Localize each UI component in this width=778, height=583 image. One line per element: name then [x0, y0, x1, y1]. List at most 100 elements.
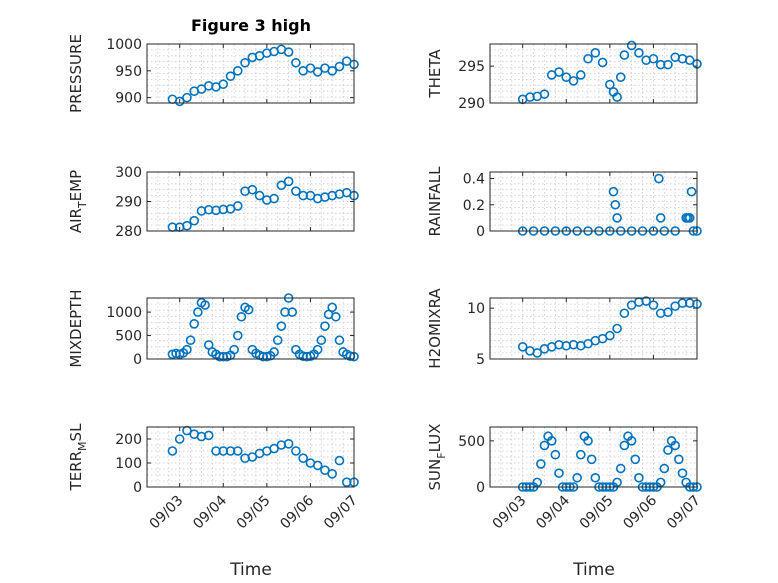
data-point [597, 57, 608, 68]
x-tick-label: 09/07 [664, 493, 704, 533]
data-point [634, 48, 644, 58]
data-point [615, 72, 626, 82]
axes-frame [146, 297, 355, 360]
data-point [232, 446, 243, 456]
data-point [550, 449, 561, 460]
data-point [185, 335, 196, 346]
data-point [182, 92, 192, 103]
data-point [240, 57, 250, 68]
x-axis-label-left: Time [229, 560, 272, 580]
subplot-8: 0 500 09/03 09/04 09/05 09/06 09/07 SUNFLUX [426, 424, 704, 533]
data-point [554, 67, 564, 77]
data-point [276, 321, 287, 331]
data-point [684, 213, 695, 223]
data-point [283, 176, 294, 187]
data-point [612, 323, 622, 334]
data-point [305, 63, 316, 73]
data-point [189, 319, 200, 329]
data-point [189, 215, 200, 226]
data-point [269, 443, 279, 454]
data-point [532, 348, 543, 358]
data-point [663, 307, 673, 318]
x-tick-label: 09/03 [490, 493, 530, 533]
data-point [327, 468, 338, 479]
x-tick-label: 09/07 [321, 493, 361, 533]
data-point [648, 300, 659, 310]
data-point [291, 186, 301, 196]
subplot-1: 900 950 1000 PRESSURE [67, 34, 359, 113]
data-point [634, 472, 644, 483]
subplot-6: 5 10 H2OMIXRA [426, 288, 702, 369]
y-tick-label: 290 [458, 96, 485, 112]
data-point [539, 440, 550, 451]
y-tick-label: 10 [467, 301, 485, 317]
subplot-7: 0 100 200 09/03 09/04 09/05 09/06 09/07 TERRMSL [67, 423, 361, 532]
data-point [575, 70, 586, 80]
y-tick-label: 500 [458, 434, 485, 450]
y-axis-label: PRESSURE [67, 34, 85, 113]
data-point [236, 311, 247, 322]
data-point [203, 430, 214, 441]
data-point [247, 452, 258, 462]
x-tick-label: 09/05 [234, 493, 274, 533]
data-point [677, 468, 688, 478]
data-point [684, 55, 695, 66]
y-tick-label: 0.4 [463, 172, 485, 188]
data-point [608, 186, 619, 197]
data-point [327, 302, 338, 313]
subplot-4: 0 0.2 0.4 RAINFALL [426, 166, 702, 240]
axes-frame [489, 43, 698, 104]
y-tick-label: 0 [133, 352, 142, 368]
y-tick-label: 500 [115, 329, 142, 345]
data-point [590, 472, 601, 483]
data-point [254, 190, 265, 201]
y-tick-label: 200 [115, 432, 142, 448]
data-point [546, 436, 557, 446]
data-point [232, 201, 243, 211]
data-point [575, 449, 586, 460]
data-point [298, 453, 308, 464]
data-point [218, 79, 229, 90]
data-point [200, 300, 210, 310]
data-point [312, 460, 323, 471]
data-point [619, 308, 630, 319]
y-axis-label: THETA [426, 49, 444, 99]
data-point [229, 344, 239, 355]
data-point [605, 330, 615, 341]
data-point [272, 335, 283, 346]
y-axis-label: RAINFALL [426, 166, 444, 237]
data-point [312, 344, 323, 355]
data-point [590, 48, 601, 58]
y-tick-label: 5 [476, 352, 485, 368]
data-point [612, 477, 622, 488]
data-point [630, 454, 641, 465]
x-tick-label: 09/05 [577, 493, 617, 533]
axes-frame [489, 171, 698, 232]
x-tick-label: 09/06 [620, 492, 660, 532]
data-point [619, 440, 630, 451]
data-point [167, 446, 178, 456]
data-point [655, 213, 666, 223]
data-point [331, 311, 341, 322]
axes-frame [146, 426, 355, 488]
axes-frame [146, 43, 355, 104]
data-point [663, 445, 673, 455]
data-point [536, 459, 546, 469]
y-tick-label: 290 [115, 195, 142, 211]
data-point [626, 40, 637, 51]
y-axis-label: TERRMSL [67, 423, 89, 492]
data-point [659, 463, 670, 474]
plot-area [490, 427, 697, 487]
y-tick-label: 0 [476, 480, 485, 496]
y-tick-label: 900 [115, 91, 142, 107]
data-point [291, 57, 301, 68]
y-tick-label: 0.2 [463, 198, 485, 214]
data-point [283, 47, 294, 57]
data-point [174, 96, 185, 107]
data-point [568, 76, 579, 86]
y-axis-label: MIXDEPTH [67, 289, 85, 367]
data-point [243, 304, 254, 315]
data-point [312, 67, 323, 77]
